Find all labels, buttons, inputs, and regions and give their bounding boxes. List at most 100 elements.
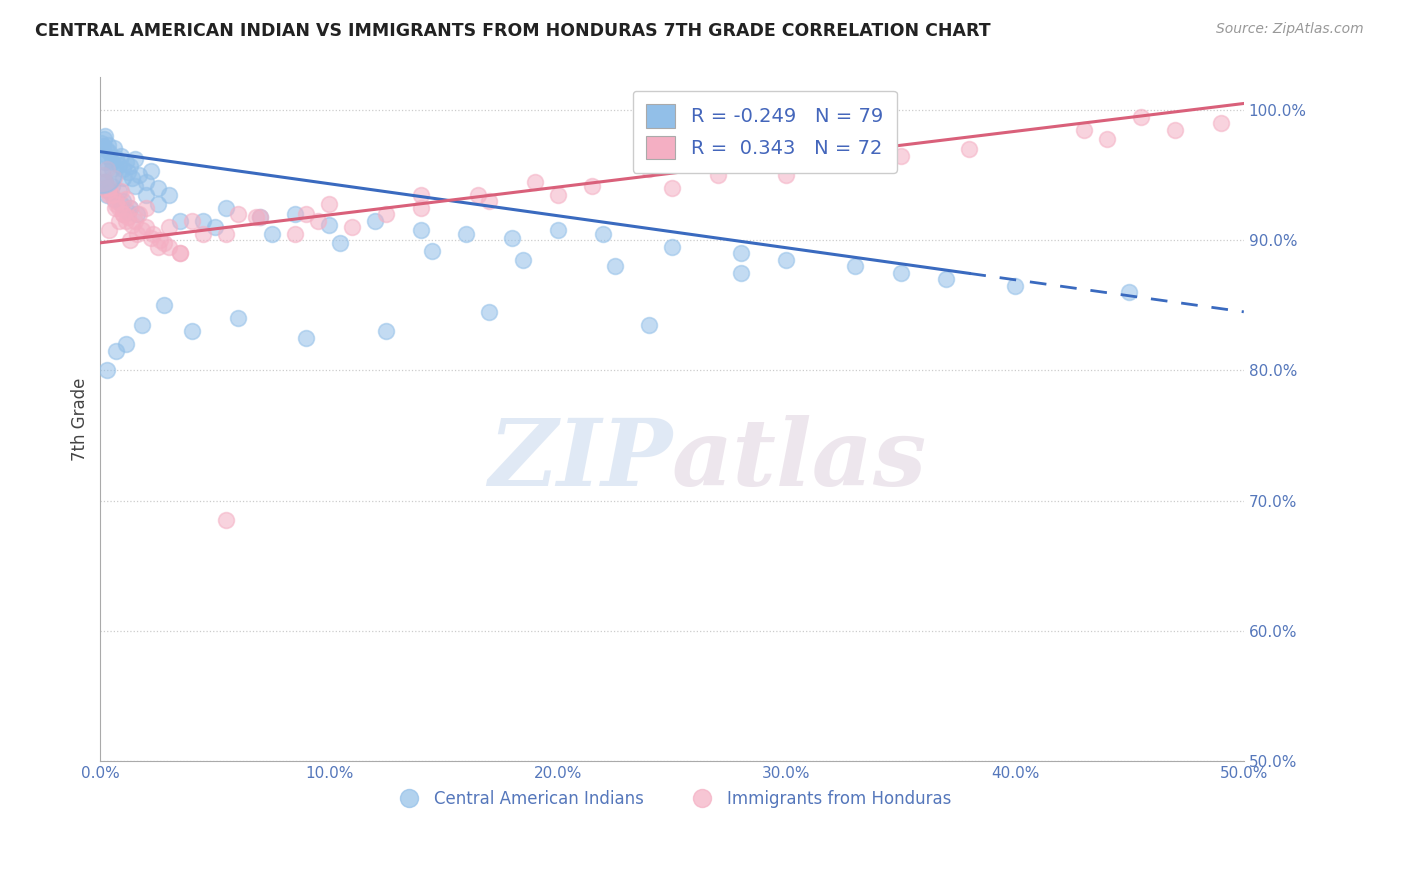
Point	[112, 194, 135, 208]
Point	[110, 196, 132, 211]
Point	[295, 331, 318, 345]
Point	[295, 207, 318, 221]
Point	[94, 175, 117, 189]
Point	[260, 227, 283, 241]
Point	[249, 210, 271, 224]
Point	[307, 213, 329, 227]
Point	[114, 155, 136, 169]
Point	[146, 240, 169, 254]
Point	[107, 201, 129, 215]
Point	[96, 148, 118, 162]
Point	[1209, 116, 1232, 130]
Point	[523, 175, 546, 189]
Point	[180, 213, 202, 227]
Point	[204, 220, 226, 235]
Point	[375, 207, 398, 221]
Point	[1164, 122, 1187, 136]
Y-axis label: 7th Grade: 7th Grade	[72, 377, 89, 461]
Point	[124, 178, 146, 193]
Point	[98, 145, 121, 159]
Point	[215, 201, 238, 215]
Point	[110, 184, 132, 198]
Point	[117, 204, 139, 219]
Point	[169, 246, 191, 260]
Point	[935, 272, 957, 286]
Point	[97, 184, 120, 198]
Point	[157, 187, 180, 202]
Point	[98, 187, 121, 202]
Point	[105, 196, 128, 211]
Point	[1095, 131, 1118, 145]
Text: atlas: atlas	[672, 416, 928, 505]
Point	[101, 178, 124, 193]
Point	[110, 148, 132, 162]
Point	[135, 201, 157, 215]
Point	[121, 218, 143, 232]
Point	[329, 235, 352, 250]
Point	[103, 141, 125, 155]
Point	[157, 220, 180, 235]
Point	[501, 230, 523, 244]
Point	[105, 343, 128, 358]
Point	[114, 213, 136, 227]
Point	[120, 201, 142, 215]
Point	[120, 233, 142, 247]
Point	[93, 131, 115, 145]
Point	[91, 139, 114, 153]
Point	[456, 227, 478, 241]
Point	[94, 142, 117, 156]
Point	[215, 227, 238, 241]
Point	[101, 161, 124, 176]
Point	[957, 142, 980, 156]
Point	[638, 161, 661, 176]
Legend: Central American Indians, Immigrants from Honduras: Central American Indians, Immigrants fro…	[385, 783, 959, 814]
Point	[146, 181, 169, 195]
Point	[90, 136, 112, 150]
Point	[775, 168, 797, 182]
Point	[124, 213, 146, 227]
Point	[149, 233, 172, 247]
Point	[226, 311, 249, 326]
Point	[142, 227, 165, 241]
Point	[120, 201, 142, 215]
Point	[193, 227, 215, 241]
Point	[478, 305, 501, 319]
Point	[112, 170, 135, 185]
Point	[131, 318, 153, 332]
Point	[90, 165, 112, 179]
Point	[707, 168, 730, 182]
Point	[112, 207, 135, 221]
Point	[512, 252, 534, 267]
Point	[153, 298, 176, 312]
Point	[318, 196, 340, 211]
Point	[730, 266, 752, 280]
Point	[101, 155, 124, 169]
Point	[478, 194, 501, 208]
Point	[603, 259, 626, 273]
Point	[139, 164, 162, 178]
Text: ZIP: ZIP	[488, 416, 672, 505]
Point	[661, 240, 683, 254]
Point	[114, 192, 136, 206]
Point	[124, 153, 146, 167]
Point	[112, 207, 135, 221]
Point	[547, 223, 569, 237]
Point	[107, 158, 129, 172]
Point	[125, 227, 148, 241]
Point	[226, 207, 249, 221]
Point	[94, 181, 117, 195]
Point	[117, 165, 139, 179]
Point	[169, 246, 191, 260]
Point	[1073, 122, 1095, 136]
Point	[94, 175, 117, 189]
Point	[890, 148, 912, 162]
Point	[120, 159, 142, 173]
Point	[107, 213, 129, 227]
Point	[105, 151, 128, 165]
Point	[91, 168, 114, 182]
Point	[114, 337, 136, 351]
Point	[94, 155, 117, 169]
Point	[799, 155, 821, 169]
Point	[193, 213, 215, 227]
Point	[128, 168, 150, 182]
